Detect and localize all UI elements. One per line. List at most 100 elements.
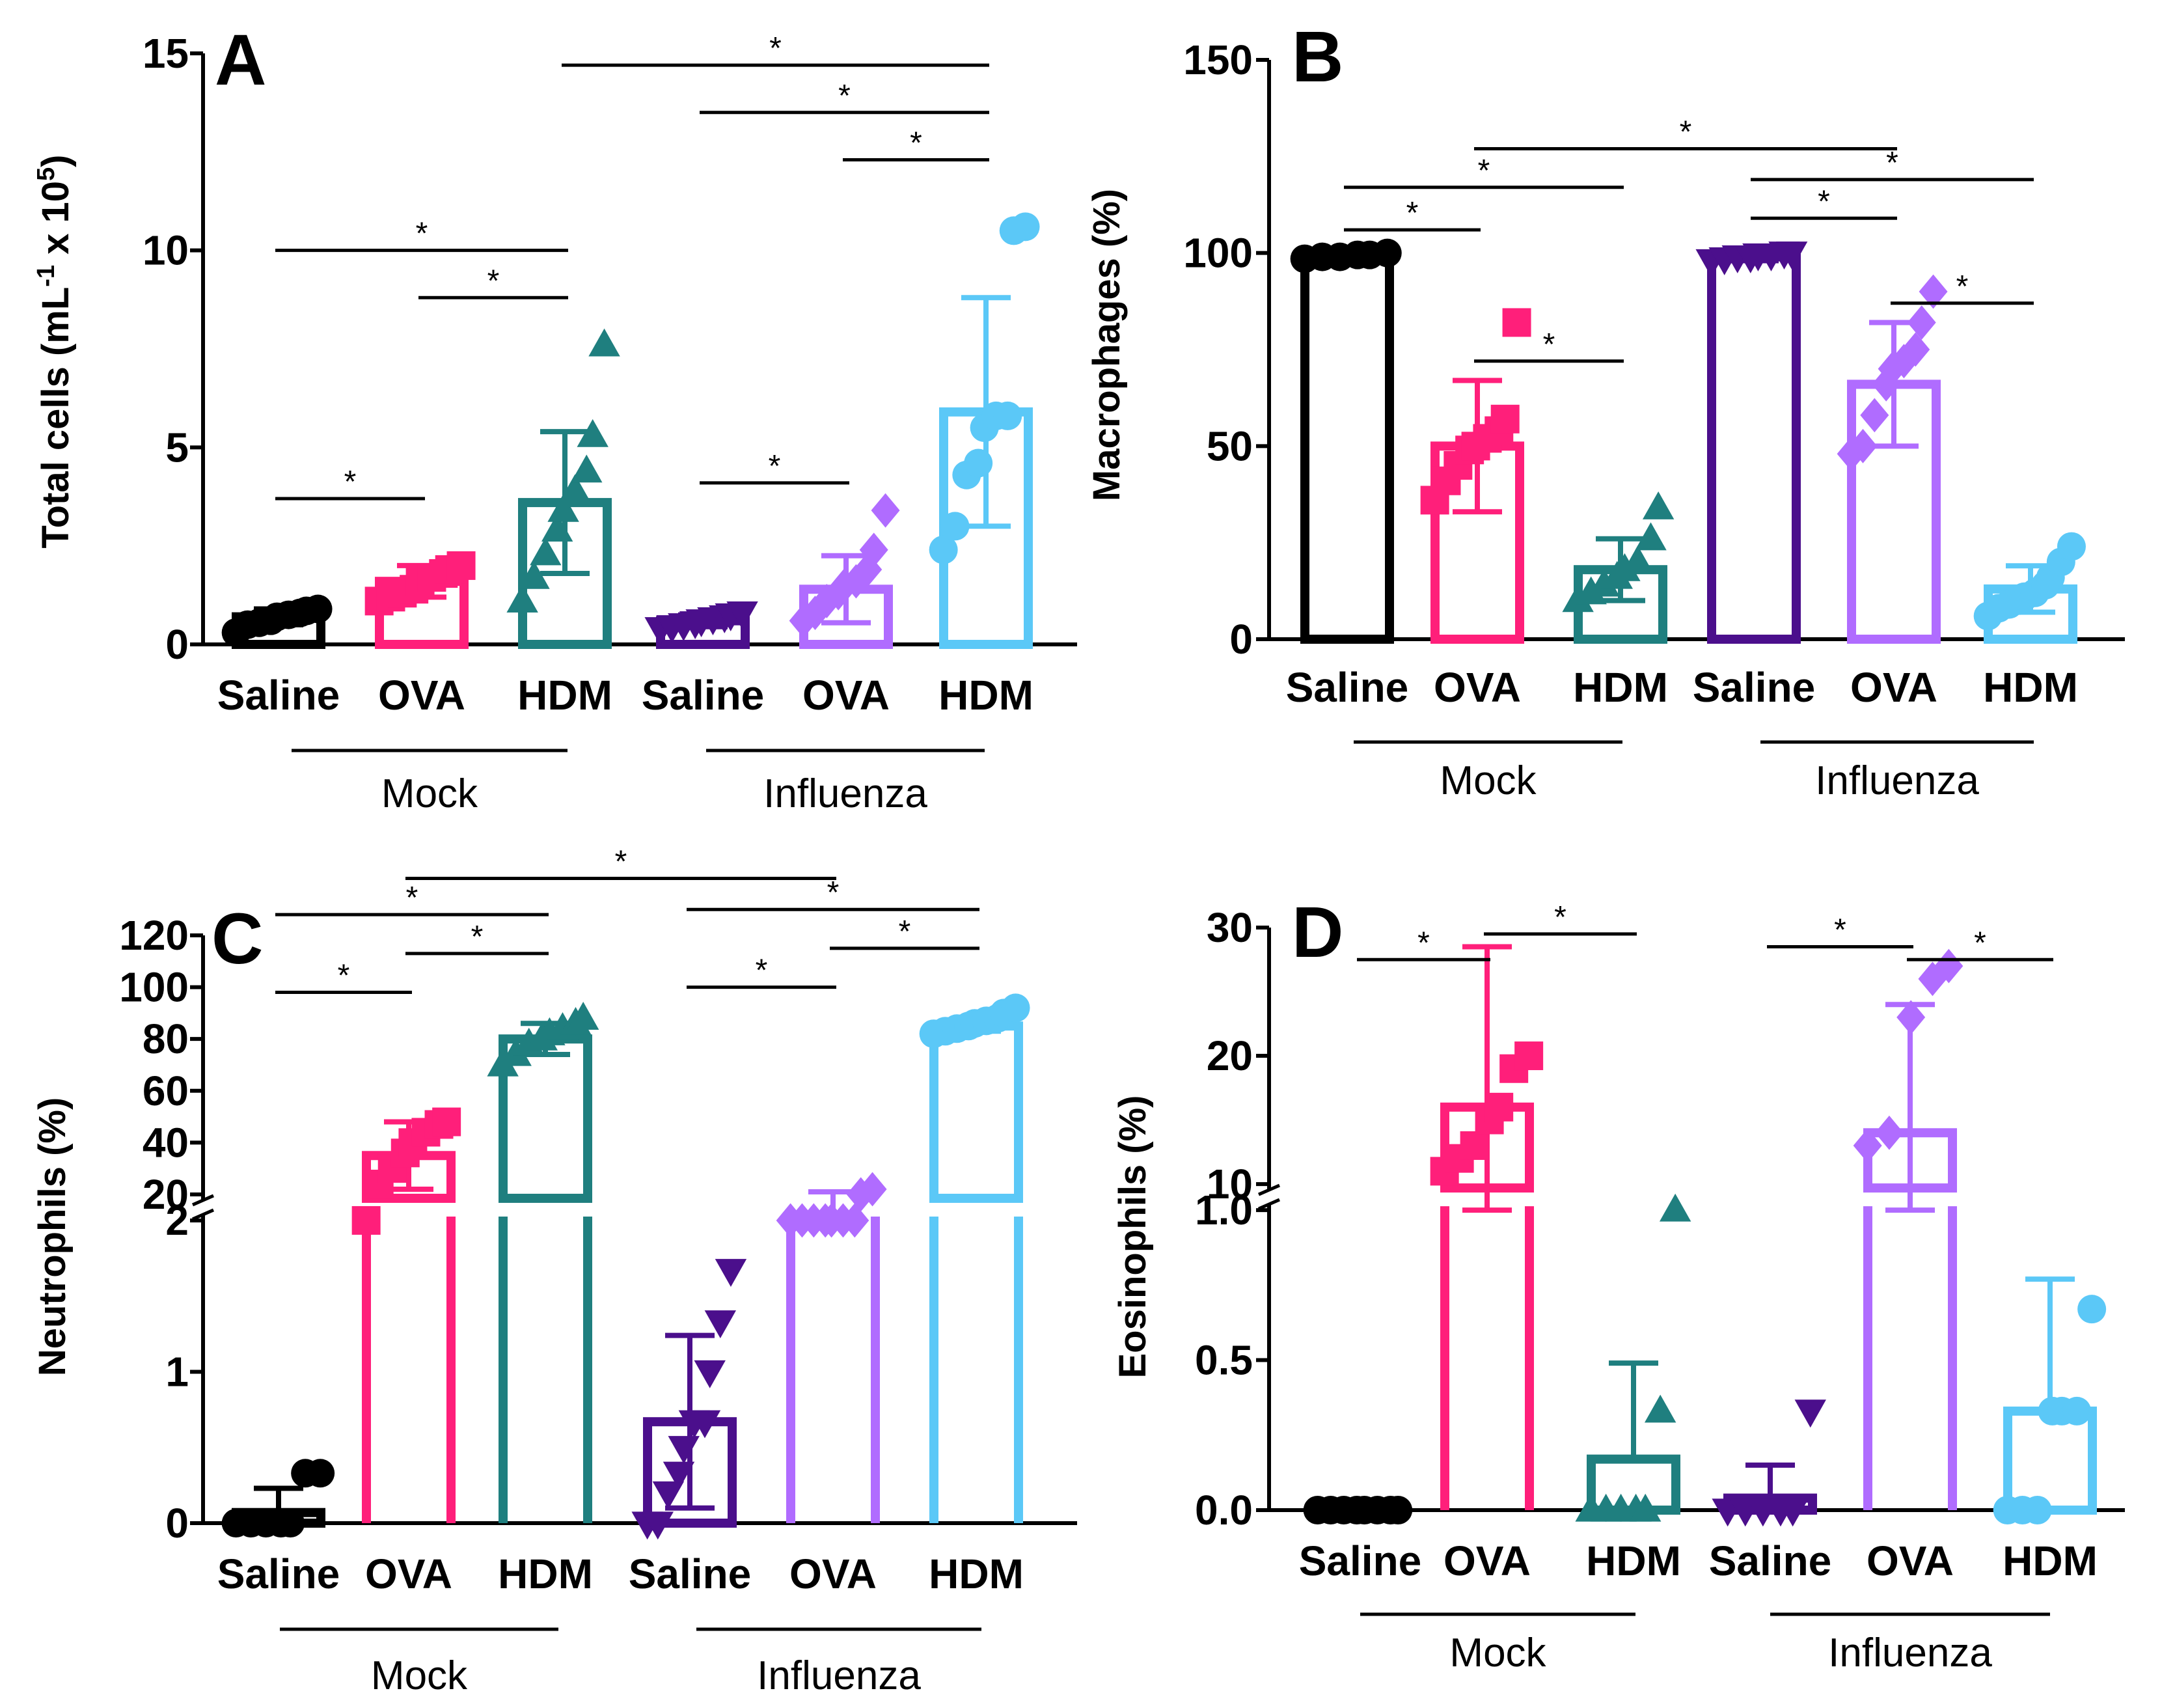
panel-a-data-point [929, 535, 958, 564]
panel-d-y-tick-label: 1.0 [1195, 1187, 1253, 1233]
panel-c-group-label: Mock [371, 1653, 468, 1698]
panel-d-group-label: Mock [1449, 1631, 1546, 1675]
panel-c-category-label: OVA [789, 1550, 877, 1597]
panel-c-data-point [694, 1360, 726, 1388]
panel-b-data-point [1622, 545, 1654, 573]
y-axis-label-part: Total cells (mL [34, 287, 77, 549]
panel-b-category-label: OVA [1434, 664, 1521, 711]
panel-d-axis-break-mark [1257, 1198, 1281, 1211]
panel-c-y-tick-label: 80 [143, 1015, 189, 1062]
panel-d-significance-star: * [1834, 913, 1846, 948]
panel-a-data-point [530, 537, 562, 566]
panel-a-group-label: Influenza [763, 771, 927, 816]
panel-c-data-point [1001, 993, 1030, 1023]
panel-d-category-label: Saline [1299, 1537, 1422, 1584]
panel-c-category-label: HDM [929, 1550, 1024, 1597]
panel-c-data-point [663, 1461, 695, 1490]
panel-b-category-label: OVA [1850, 664, 1937, 711]
panel-b-group-label: Influenza [1815, 758, 1979, 803]
panel-a-letter: A [215, 20, 266, 100]
panel-c-group-label: Influenza [757, 1653, 921, 1698]
panel-d-data-point [1934, 948, 1963, 984]
panel-a-data-point [1011, 212, 1040, 241]
panel-c-significance-star: * [827, 875, 840, 910]
y-axis-label-part: ) [34, 154, 77, 167]
panel-a-category-label: OVA [378, 672, 465, 719]
panel-c-category-label: HDM [498, 1550, 593, 1597]
panel-d-significance-star: * [1554, 900, 1566, 935]
panel-c-y-tick-label: 40 [143, 1119, 189, 1166]
panel-a-data-point [541, 514, 573, 542]
panel-d-y-axis-label: Eosinophils (%) [1112, 1095, 1154, 1379]
panel-c-y-tick-label: 60 [143, 1068, 189, 1114]
panel-a-significance-star: * [769, 31, 782, 66]
panel-b-significance-star: * [1406, 196, 1419, 230]
panel-c-data-point [652, 1481, 685, 1509]
y-axis-label-part: 5 [33, 167, 60, 181]
panel-b-data-point [1490, 404, 1520, 434]
panel-b-data-point [1373, 238, 1402, 268]
panel-d-category-label: HDM [1586, 1537, 1681, 1584]
panel-b-y-tick-label: 100 [1183, 230, 1253, 277]
panel-b-significance-star: * [1543, 327, 1555, 362]
panel-a-data-point [588, 328, 620, 357]
y-axis-label-part: x 10 [34, 181, 77, 265]
panel-d-data-point [1659, 1193, 1691, 1222]
panel-a-data-point [859, 532, 888, 568]
panel-c-data-point [704, 1310, 737, 1339]
panel-a-significance-star: * [416, 217, 428, 251]
panel-c-data-point [276, 1509, 305, 1537]
panel-b-significance-star: * [1478, 154, 1490, 188]
panel-d-data-point [1896, 1000, 1926, 1035]
panel-a-y-tick-label: 15 [143, 30, 189, 77]
panel-c-data-point [567, 1002, 599, 1030]
panel-d-data-point [2077, 1295, 2107, 1324]
panel-a-category-label: Saline [642, 672, 765, 719]
panel-c-y-tick-label: 2 [165, 1197, 189, 1244]
panel-c-data-point [858, 1172, 887, 1207]
panel-d-data-point [2062, 1396, 2092, 1426]
panel-b-bar [1300, 252, 1394, 644]
panel-c-y-axis-label: Neutrophils (%) [31, 1097, 74, 1377]
panel-b-category-label: Saline [1693, 664, 1816, 711]
panel-b-category-label: HDM [1573, 664, 1668, 711]
panel-b-category-label: HDM [1983, 664, 2078, 711]
panel-d-data-point [2023, 1496, 2052, 1524]
panel-d-data-point [1644, 1394, 1676, 1423]
panel-c-category-label: Saline [217, 1550, 340, 1597]
panel-a-significance-star: * [769, 449, 781, 484]
panel-c-y-tick-label: 0 [165, 1500, 189, 1547]
panel-b-y-tick-label: 150 [1183, 36, 1253, 83]
panel-d-letter: D [1292, 892, 1343, 972]
panel-b-group-label: Mock [1440, 758, 1537, 803]
panel-c-significance-star: * [756, 954, 768, 988]
panel-a-data-point [303, 594, 333, 624]
panel-d-data-point [1853, 1128, 1882, 1163]
panel-a-data-point [547, 493, 579, 522]
panel-b-significance-star: * [1956, 269, 1969, 304]
panel-b-data-point [1919, 274, 1948, 309]
panel-d-y-tick-label: 30 [1207, 904, 1253, 951]
panel-a-group-label: Mock [381, 771, 478, 816]
panel-c-significance-star: * [406, 881, 418, 915]
panel-c-y-tick-label: 120 [119, 912, 189, 959]
panel-b-significance-star: * [1886, 146, 1898, 180]
panel-a-data-point [940, 512, 970, 541]
panel-d-data-point [1384, 1496, 1413, 1524]
panel-b-y-tick-label: 0 [1229, 616, 1253, 663]
panel-b-letter: B [1292, 17, 1343, 97]
panel-a-significance-star: * [910, 126, 922, 160]
panel-c-y-tick-label: 1 [165, 1348, 189, 1395]
panel-c-data-point [642, 1511, 674, 1540]
panel-d-data-point [1794, 1399, 1826, 1428]
panel-a-data-point [518, 560, 550, 589]
panel-b-data-point [1562, 584, 1594, 613]
panel-d-significance-star: * [1417, 926, 1430, 960]
panel-c-data-point [689, 1410, 721, 1439]
panel-c-data-point [715, 1259, 747, 1287]
panel-b-category-label: Saline [1286, 664, 1409, 711]
panel-a-significance-star: * [838, 79, 851, 113]
panel-d-significance-star: * [1974, 926, 1986, 960]
panel-c-category-label: Saline [629, 1550, 752, 1597]
